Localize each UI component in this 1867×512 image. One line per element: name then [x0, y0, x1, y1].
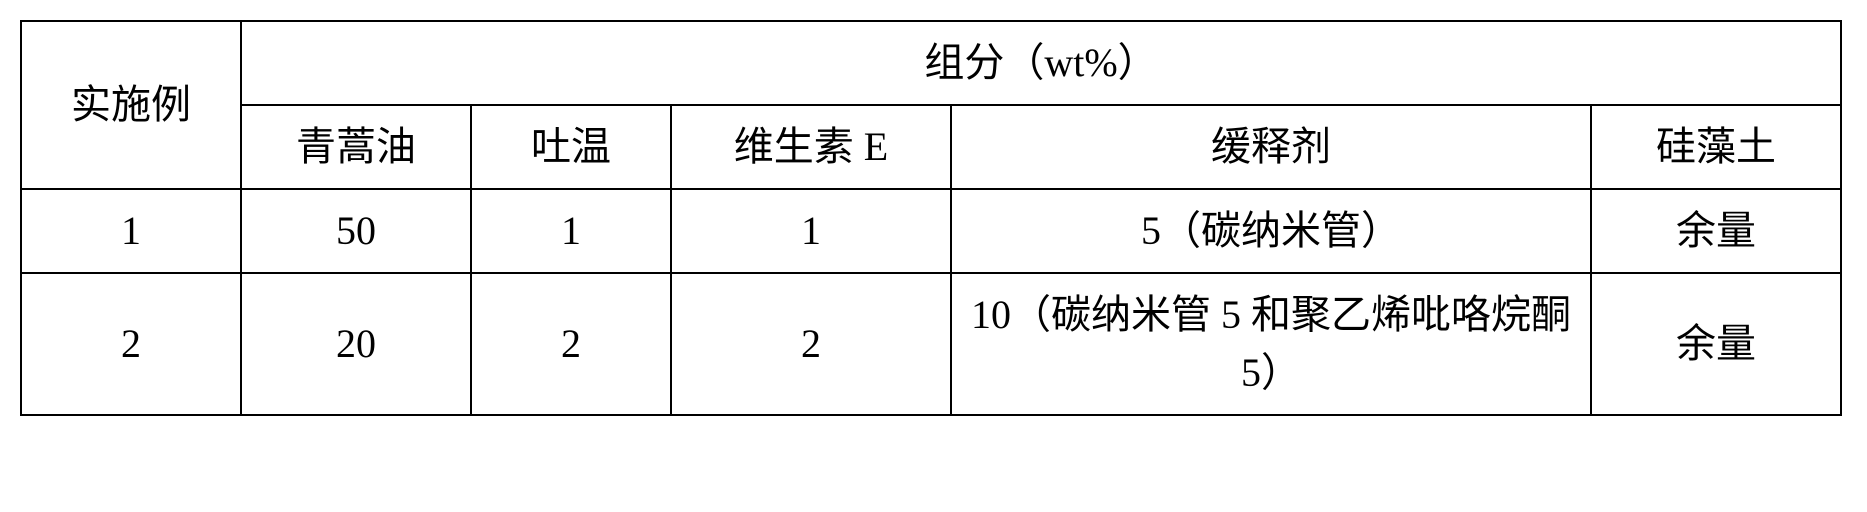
- cell-col-a: 50: [241, 189, 471, 273]
- cell-col-a: 20: [241, 273, 471, 415]
- cell-col-d: 5（碳纳米管）: [951, 189, 1591, 273]
- cell-col-e: 余量: [1591, 189, 1841, 273]
- cell-col-b: 1: [471, 189, 671, 273]
- cell-col-c: 1: [671, 189, 951, 273]
- cell-col-e: 余量: [1591, 273, 1841, 415]
- composition-table: 实施例 组分（wt%） 青蒿油 吐温 维生素 E 缓释剂 硅藻土 1 50 1 …: [20, 20, 1842, 416]
- table-header-row-2: 青蒿油 吐温 维生素 E 缓释剂 硅藻土: [21, 105, 1841, 189]
- header-col-c: 维生素 E: [671, 105, 951, 189]
- table-row: 2 20 2 2 10（碳纳米管 5 和聚乙烯吡咯烷酮 5） 余量: [21, 273, 1841, 415]
- cell-example: 2: [21, 273, 241, 415]
- header-component-group: 组分（wt%）: [241, 21, 1841, 105]
- cell-col-d: 10（碳纳米管 5 和聚乙烯吡咯烷酮 5）: [951, 273, 1591, 415]
- header-col-d: 缓释剂: [951, 105, 1591, 189]
- header-col-a: 青蒿油: [241, 105, 471, 189]
- table-row: 1 50 1 1 5（碳纳米管） 余量: [21, 189, 1841, 273]
- header-example: 实施例: [21, 21, 241, 189]
- composition-table-container: 实施例 组分（wt%） 青蒿油 吐温 维生素 E 缓释剂 硅藻土 1 50 1 …: [20, 20, 1840, 416]
- cell-example: 1: [21, 189, 241, 273]
- cell-col-b: 2: [471, 273, 671, 415]
- table-header-row-1: 实施例 组分（wt%）: [21, 21, 1841, 105]
- header-col-b: 吐温: [471, 105, 671, 189]
- cell-col-c: 2: [671, 273, 951, 415]
- header-col-e: 硅藻土: [1591, 105, 1841, 189]
